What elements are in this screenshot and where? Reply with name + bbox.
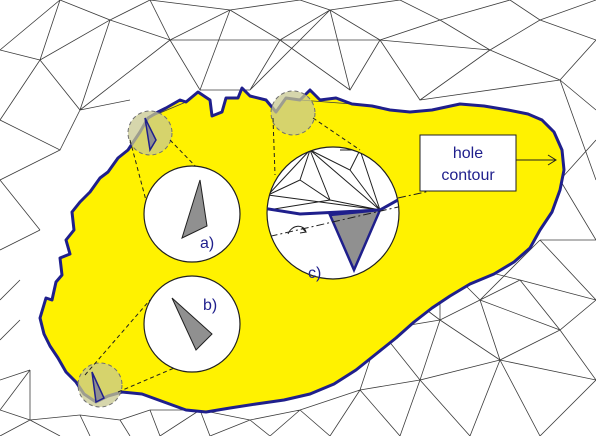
hole-contour-label: hole contour (419, 134, 557, 192)
hole-contour-line (38, 86, 566, 414)
mesh-edges-top (0, 0, 596, 381)
sliver-triangle-b (171, 297, 213, 351)
zoom-circle-a: a) (143, 165, 241, 263)
sliver-in-highlight-b (91, 371, 105, 404)
label-b: b) (203, 297, 217, 314)
highlight-circle-b (77, 362, 123, 408)
hole-contour-label-line1: hole (453, 145, 483, 162)
highlight-circles (77, 90, 316, 408)
highlight-circle-c (270, 90, 316, 136)
hole-contour-label-line2: contour (441, 167, 495, 184)
flip-arrow-icon (287, 225, 308, 235)
label-c: c) (308, 265, 321, 282)
pointer-arrow-icon (516, 154, 557, 166)
sliver-triangle-a (181, 179, 208, 239)
label-a: a) (200, 235, 214, 252)
sliver-in-highlight-a (144, 117, 157, 153)
zoom-circle-b: b) (143, 275, 241, 373)
